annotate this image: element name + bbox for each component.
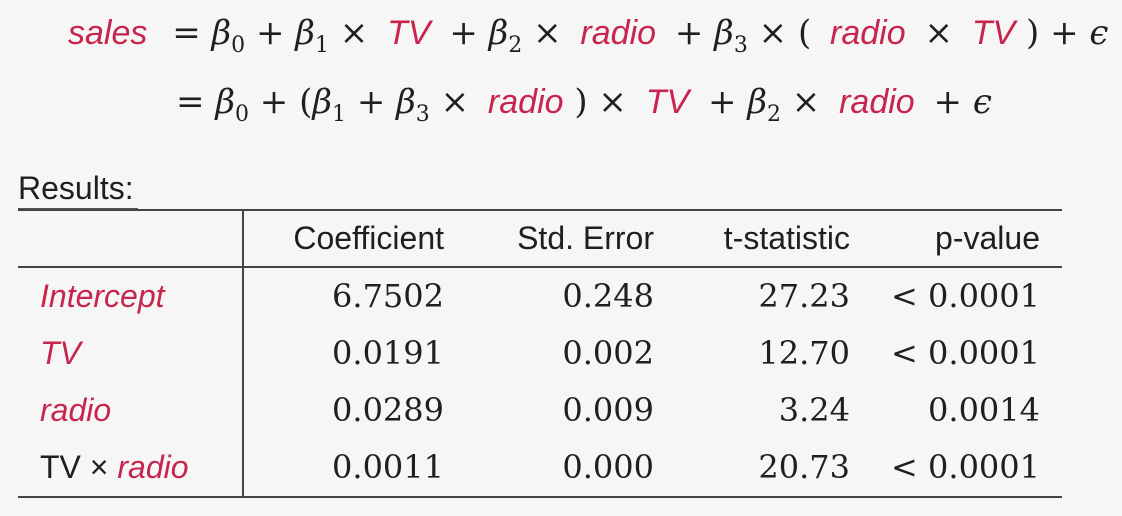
times-sign: × (758, 13, 788, 53)
var-tv: TV (971, 14, 1016, 52)
var-radio: radio (830, 14, 906, 52)
cell-std-error: 0.002 (562, 334, 654, 372)
plus-sign: + (356, 82, 386, 122)
header-std-error: Std. Error (517, 220, 654, 256)
table-row: TV × radio 0.0011 0.000 20.73 < 0.0001 (0, 439, 1122, 495)
plus-sign: + (933, 82, 963, 122)
beta-3: β3 (714, 13, 748, 58)
var-sales: sales (68, 14, 148, 52)
cell-coefficient: 6.7502 (332, 277, 444, 315)
equation-line-1: sales = β0 + β1 × TV + β2 × radio + β3 ×… (68, 3, 1108, 63)
var-tv: TV (645, 83, 690, 121)
results-label: Results: (18, 168, 138, 210)
cell-p-value: < 0.0001 (891, 277, 1040, 315)
cell-p-value: < 0.0001 (891, 334, 1040, 372)
table-row: Intercept 6.7502 0.248 27.23 < 0.0001 (0, 268, 1122, 324)
times-sign: × (924, 13, 953, 53)
table-top-rule (18, 209, 1062, 211)
header-t-statistic: t-statistic (723, 220, 850, 256)
var-radio: radio (580, 14, 657, 52)
beta-2: β2 (488, 13, 523, 58)
times-sign: × (791, 82, 821, 122)
row-label: radio (40, 392, 112, 428)
table-row: TV 0.0191 0.002 12.70 < 0.0001 (0, 325, 1122, 381)
var-radio: radio (839, 83, 915, 121)
plus-sign: + (255, 13, 285, 53)
cell-t-statistic: 3.24 (778, 391, 850, 429)
row-label: TV (40, 335, 81, 371)
cell-t-statistic: 20.73 (758, 448, 850, 486)
cell-std-error: 0.009 (562, 391, 654, 429)
cell-coefficient: 0.0289 (332, 391, 444, 429)
right-paren: ) (1026, 13, 1040, 53)
plus-sign: + (449, 13, 478, 53)
table-vertical-rule (242, 210, 244, 497)
times-sign: × (339, 13, 369, 53)
table-row: radio 0.0289 0.009 3.24 0.0014 (0, 382, 1122, 438)
table-header-rule (18, 266, 1062, 268)
cell-std-error: 0.248 (562, 277, 654, 315)
row-label: TV × radio (40, 449, 189, 485)
plus-sign: + (674, 13, 704, 53)
plus-sign: + (1050, 13, 1079, 53)
equals-sign: = (172, 13, 201, 53)
cell-t-statistic: 12.70 (758, 334, 850, 372)
right-paren: ) (574, 82, 588, 122)
beta-1: β1 (295, 13, 329, 58)
cell-p-value: 0.0014 (928, 391, 1040, 429)
beta-1: β1 (312, 82, 347, 127)
epsilon: ϵ (1089, 13, 1109, 53)
left-paren: ( (797, 13, 812, 53)
row-label: Intercept (40, 278, 165, 314)
equation-line-2: = β0 + (β1 + β3 × radio ) × TV + β2 × ra… (176, 72, 992, 132)
cell-p-value: < 0.0001 (891, 448, 1040, 486)
plus-sign: + (708, 82, 737, 122)
times-sign: × (598, 82, 627, 122)
times-sign: × (533, 13, 562, 53)
epsilon: ϵ (972, 82, 992, 122)
beta-0: β0 (215, 82, 249, 127)
header-coefficient: Coefficient (293, 220, 444, 256)
beta-2: β2 (747, 82, 781, 127)
cell-coefficient: 0.0011 (332, 448, 444, 486)
left-paren: ( (299, 82, 313, 122)
cell-coefficient: 0.0191 (332, 334, 444, 372)
plus-sign: + (259, 82, 289, 122)
var-tv: TV (387, 14, 431, 52)
var-radio: radio (487, 83, 564, 121)
header-p-value: p-value (935, 220, 1040, 256)
times-sign: × (440, 82, 470, 122)
cell-t-statistic: 27.23 (758, 277, 850, 315)
equals-sign: = (176, 82, 205, 122)
cell-std-error: 0.000 (562, 448, 654, 486)
table-bottom-rule (18, 496, 1062, 498)
beta-3: β3 (396, 82, 430, 127)
beta-0: β0 (211, 13, 246, 58)
